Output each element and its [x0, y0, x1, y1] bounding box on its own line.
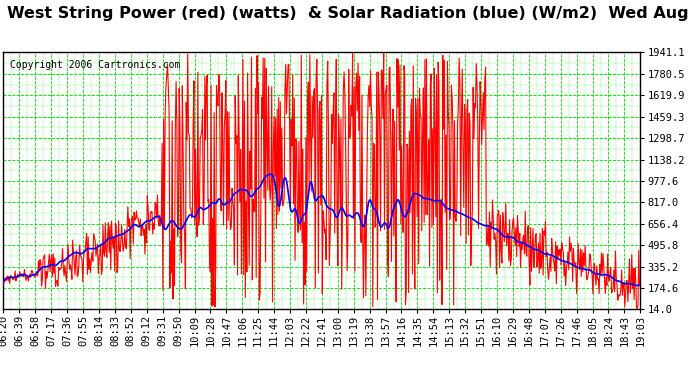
Text: West String Power (red) (watts)  & Solar Radiation (blue) (W/m2)  Wed Aug 9 19:3: West String Power (red) (watts) & Solar …	[7, 6, 690, 21]
Text: Copyright 2006 Cartronics.com: Copyright 2006 Cartronics.com	[10, 60, 180, 70]
